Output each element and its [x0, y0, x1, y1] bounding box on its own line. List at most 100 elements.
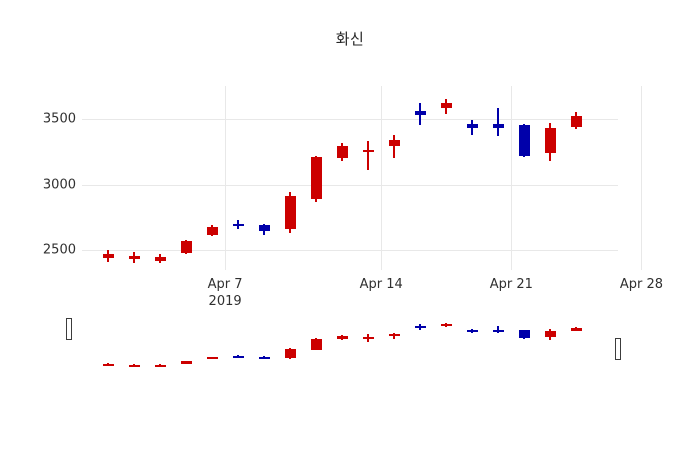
navigator-candlestick — [232, 318, 244, 372]
navigator-candlestick — [284, 318, 296, 372]
navigator-candlestick-body — [206, 357, 218, 360]
x-axis-tick: Apr 7 2019 — [208, 276, 243, 310]
candlestick-body — [336, 146, 348, 159]
navigator-candlestick-body — [310, 338, 322, 350]
navigator-candlestick-body — [336, 335, 348, 339]
x-axis-tick: Apr 21 — [490, 276, 533, 293]
navigator-candlestick — [180, 318, 192, 372]
candlestick[interactable] — [414, 86, 426, 270]
candlestick[interactable] — [206, 86, 218, 270]
candlestick[interactable] — [258, 86, 270, 270]
navigator-candlestick — [388, 318, 400, 372]
navigator-candlestick — [414, 318, 426, 372]
x-axis: Apr 7 2019 Apr 14 Apr 21 Apr 28 — [82, 276, 663, 316]
navigator-candlestick-body — [232, 356, 244, 359]
navigator-candlestick — [128, 318, 140, 372]
candlestick-body — [492, 124, 504, 129]
range-start-handle[interactable] — [66, 318, 72, 340]
x-axis-tick-label: Apr 28 — [619, 277, 663, 292]
candlestick[interactable] — [336, 86, 348, 270]
navigator-candlestick — [154, 318, 166, 372]
navigator-candlestick — [336, 318, 348, 372]
navigator-candlestick — [362, 318, 374, 372]
candlestick[interactable] — [544, 86, 556, 270]
candlestick[interactable] — [518, 86, 530, 270]
y-axis-tick-label: 2500 — [42, 242, 76, 258]
candlestick-wick — [367, 141, 370, 171]
x-axis-tick-label: Apr 14 — [359, 277, 403, 292]
chart-title: 화신 — [335, 30, 365, 48]
gridline-vertical — [511, 86, 513, 270]
candlestick[interactable] — [128, 86, 140, 270]
candlestick[interactable] — [154, 86, 166, 270]
y-axis-tick-label: 3000 — [42, 177, 76, 193]
navigator-candlestick-body — [544, 330, 556, 338]
x-axis-tick-label: Apr 21 — [489, 277, 533, 292]
candlestick[interactable] — [284, 86, 296, 270]
candlestick-body — [180, 241, 192, 253]
navigator-candlestick — [544, 318, 556, 372]
navigator-candlestick — [518, 318, 530, 372]
candlestick[interactable] — [102, 86, 114, 270]
candlestick-body — [466, 124, 478, 129]
candlestick-body — [388, 139, 400, 147]
candlestick-wick — [497, 108, 500, 136]
navigator-candlestick — [492, 318, 504, 372]
candlestick-body — [102, 254, 114, 259]
price-plot-area[interactable] — [82, 86, 643, 270]
x-axis-tick-year-label: 2019 — [208, 294, 242, 309]
navigator-candlestick-body — [128, 364, 140, 367]
candlestick-body — [258, 225, 270, 231]
navigator-candlestick-body — [284, 349, 296, 358]
candlestick-body — [362, 150, 374, 153]
range-end-handle[interactable] — [615, 338, 621, 360]
navigator-candlestick-body — [102, 364, 114, 367]
navigator-candlestick-body — [518, 330, 530, 339]
x-axis-tick: Apr 14 — [360, 276, 403, 293]
gridline-vertical — [225, 86, 227, 270]
candlestick-body — [310, 156, 322, 200]
candlestick-body — [128, 255, 140, 260]
navigator-candlestick — [258, 318, 270, 372]
navigator-candlestick-wick — [497, 325, 500, 333]
candlestick-body — [414, 110, 426, 115]
gridline-horizontal — [82, 118, 618, 120]
candlestick[interactable] — [388, 86, 400, 270]
gridline-vertical — [381, 86, 383, 270]
candlestick-wick — [393, 134, 396, 159]
navigator-candlestick — [102, 318, 114, 372]
navigator-candlestick — [206, 318, 218, 372]
navigator-candlestick-body — [388, 334, 400, 337]
candlestick[interactable] — [362, 86, 374, 270]
candlestick[interactable] — [310, 86, 322, 270]
gridline-vertical — [641, 86, 643, 270]
navigator-candlestick — [310, 318, 322, 372]
navigator-candlestick-body — [466, 329, 478, 332]
candlestick-body — [440, 103, 452, 109]
candlestick[interactable] — [570, 86, 582, 270]
y-axis-tick-label: 3500 — [42, 111, 76, 127]
navigator-candlestick — [440, 318, 452, 372]
candlestick[interactable] — [180, 86, 192, 270]
navigator-candlestick-body — [154, 365, 166, 368]
candlestick[interactable] — [492, 86, 504, 270]
navigator-candlestick — [466, 318, 478, 372]
navigator-candlestick-body — [180, 360, 192, 364]
candlestick-body — [570, 116, 582, 127]
candlestick[interactable] — [466, 86, 478, 270]
navigator-candlestick-body — [440, 324, 452, 327]
candlestick-body — [206, 226, 218, 235]
candlestick[interactable] — [232, 86, 244, 270]
gridline-horizontal — [82, 250, 618, 252]
x-axis-tick: Apr 28 — [620, 276, 663, 293]
navigator-candlestick-body — [362, 336, 374, 339]
x-axis-tick-label: Apr 7 — [207, 277, 243, 292]
navigator-candlestick-body — [570, 327, 582, 331]
navigator-candlestick-body — [258, 356, 270, 359]
candlestick-body — [154, 256, 166, 261]
range-navigator[interactable] — [66, 318, 621, 372]
candlestick[interactable] — [440, 86, 452, 270]
navigator-candlestick-body — [492, 329, 504, 332]
candlestick-body — [518, 125, 530, 156]
